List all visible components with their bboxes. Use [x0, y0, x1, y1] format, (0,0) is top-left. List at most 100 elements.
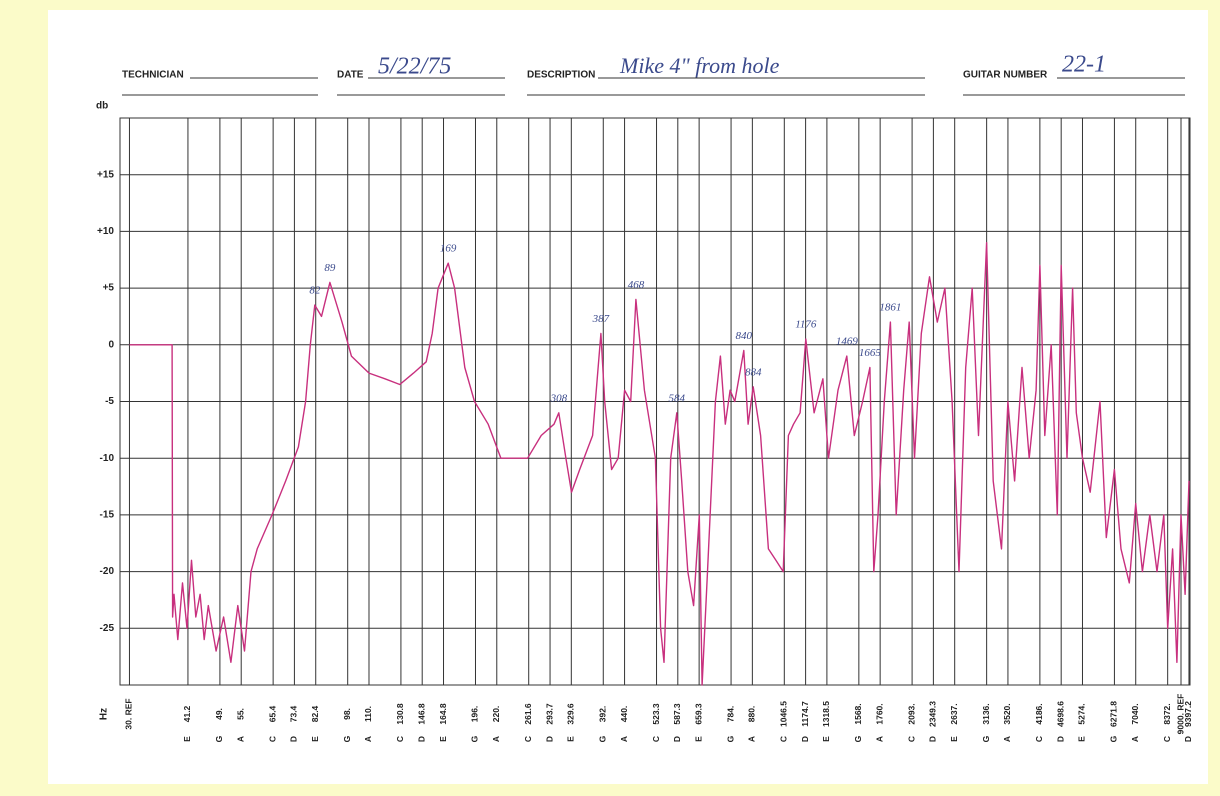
x-tick-note: C [267, 736, 277, 742]
x-tick-label: 329.6 [566, 703, 576, 725]
x-tick-note: D [1183, 736, 1193, 742]
x-tick-label: 130.8 [395, 703, 405, 725]
x-tick-note: G [470, 735, 480, 742]
x-tick-note: C [523, 736, 533, 742]
x-tick-label: 784. [725, 706, 735, 723]
x-tick-note: A [235, 736, 245, 742]
y-tick-label: +10 [97, 226, 114, 237]
x-tick-label: 1318.5 [821, 701, 831, 727]
x-tick-label: 49. [214, 708, 224, 720]
x-tick-note: E [566, 736, 576, 742]
response-line [129, 242, 1190, 686]
x-tick-label: 1568. [853, 703, 863, 724]
description-label: DESCRIPTION [527, 70, 595, 81]
date-value: 5/22/75 [378, 54, 451, 80]
x-tick-note: D [289, 736, 299, 742]
x-tick-label: 9000. REF [1175, 694, 1185, 735]
x-tick-note: E [949, 736, 959, 742]
x-tick-note: C [1034, 736, 1044, 742]
y-tick-label: -25 [100, 623, 115, 634]
peak-annotation: 840 [736, 330, 753, 342]
x-tick-note: E [438, 736, 448, 742]
x-tick-label: 55. [235, 708, 245, 720]
x-tick-label: 2637. [949, 703, 959, 724]
peak-annotation: 1861 [879, 302, 901, 314]
x-tick-note: E [693, 736, 703, 742]
x-tick-label: 220. [491, 706, 501, 723]
peak-annotation: 89 [324, 262, 336, 274]
x-tick-label: 3136. [981, 703, 991, 724]
y-tick-label: -10 [100, 453, 115, 464]
x-tick-note: C [651, 736, 661, 742]
plot: -25 -20 -15 -10 -5 0 +5 +10 +15 30. REF 41.2 E 49. G 5… [97, 118, 1193, 742]
x-tick-label: 65.4 [267, 705, 277, 722]
x-tick-label: 293.7 [544, 703, 554, 725]
x-tick-label: 2093. [906, 703, 916, 724]
x-tick-label: 164.8 [438, 703, 448, 725]
y-tick-label: +5 [103, 283, 115, 294]
x-tick-note: D [1055, 736, 1065, 742]
description-value: Mike 4" from hole [619, 53, 780, 78]
peak-annotation: 1469 [836, 336, 859, 348]
x-tick-label: 41.2 [182, 705, 192, 722]
guitar-number-label: GUITAR NUMBER [963, 70, 1048, 81]
date-label: DATE [337, 70, 364, 81]
x-tick-label: 1174.7 [800, 701, 810, 727]
x-tick-label: 261.6 [523, 703, 533, 725]
x-tick-note: D [416, 736, 426, 742]
x-tick-label: 392. [598, 706, 608, 723]
x-tick-label: 7040. [1130, 703, 1140, 724]
x-tick-note: D [800, 736, 810, 742]
x-tick-note: E [821, 736, 831, 742]
x-tick-label: 30. REF [124, 698, 134, 729]
y-tick-label: +15 [97, 169, 114, 180]
x-tick-label: 82.4 [310, 705, 320, 722]
x-tick-note: E [310, 736, 320, 742]
x-tick-label: 3520. [1002, 703, 1012, 724]
y-tick-label: -15 [100, 510, 115, 521]
peak-annotation: 387 [592, 313, 610, 325]
x-tick-label: 523.3 [651, 703, 661, 725]
x-tick-label: 73.4 [289, 705, 299, 722]
x-tick-label: 196. [470, 706, 480, 723]
peak-annotation: 82 [309, 285, 321, 297]
y-tick-label: -5 [105, 396, 114, 407]
x-tick-label: 98. [342, 708, 352, 720]
x-tick-label: 587.3 [672, 703, 682, 725]
x-tick-label: 880. [747, 706, 757, 723]
x-tick-label: 9397.2 [1183, 701, 1193, 727]
peak-annotation: 468 [628, 279, 645, 291]
x-tick-label: 4698.6 [1055, 701, 1065, 727]
x-tick-label: 146.8 [416, 703, 426, 725]
x-axis-label: Hz [99, 708, 110, 720]
x-tick-note: C [779, 736, 789, 742]
x-tick-note: G [853, 735, 863, 742]
peak-annotation: 308 [550, 392, 568, 404]
x-tick-note: G [342, 735, 352, 742]
peak-annotation: 584 [669, 392, 686, 404]
x-tick-note: G [725, 735, 735, 742]
x-tick-note: A [1002, 736, 1012, 742]
x-tick-note: A [363, 736, 373, 742]
x-tick-note: E [182, 736, 192, 742]
x-tick-label: 659.3 [693, 703, 703, 725]
x-tick-note: G [981, 735, 991, 742]
x-tick-note: G [1109, 735, 1119, 742]
x-tick-label: 1760. [874, 703, 884, 724]
y-axis-label: db [96, 101, 108, 112]
x-tick-note: D [544, 736, 554, 742]
x-tick-note: A [1130, 736, 1140, 742]
x-tick-note: A [619, 736, 629, 742]
x-tick-note: E [1077, 736, 1087, 742]
x-tick-label: 1046.5 [779, 701, 789, 727]
x-tick-note: A [747, 736, 757, 742]
x-tick-label: 5274. [1077, 703, 1087, 724]
x-tick-note: G [214, 735, 224, 742]
guitar-number-value: 22-1 [1062, 52, 1106, 78]
x-tick-note: C [906, 736, 916, 742]
peak-annotation: 884 [745, 366, 762, 378]
x-tick-note: G [598, 735, 608, 742]
peak-annotation: 1665 [859, 347, 882, 359]
x-tick-note: D [672, 736, 682, 742]
